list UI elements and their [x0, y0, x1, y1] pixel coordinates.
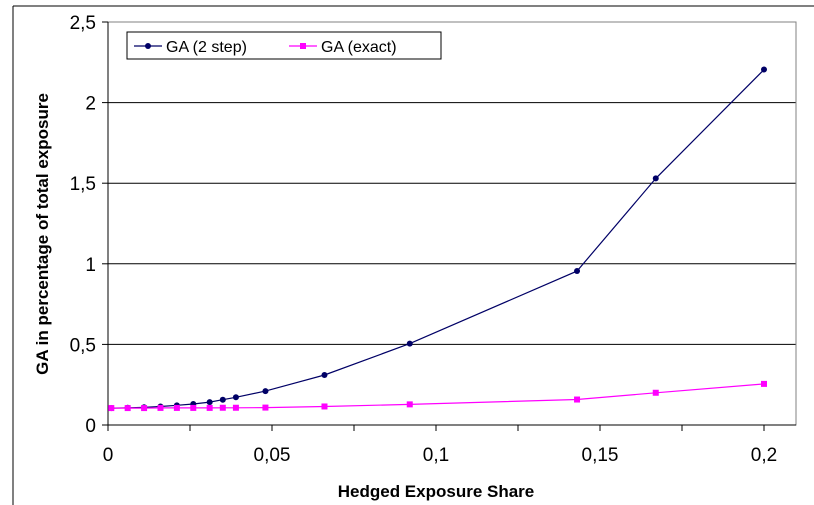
x-tick-label: 0,15 — [582, 445, 619, 466]
x-tick-label: 0 — [103, 445, 114, 466]
series-line — [111, 69, 765, 409]
data-point — [232, 404, 239, 411]
x-tick-label: 0,05 — [254, 445, 291, 466]
legend-marker — [145, 43, 151, 49]
y-axis-title: GA in percentage of total exposure — [33, 93, 52, 375]
data-point — [574, 396, 581, 403]
y-tick-label: 1 — [85, 255, 96, 276]
legend-entry-ga-exact: GA (exact) — [289, 39, 397, 56]
data-point — [652, 175, 659, 182]
data-point — [761, 380, 767, 387]
y-tick-label: 0 — [85, 416, 96, 437]
data-point — [232, 394, 239, 401]
data-point — [652, 389, 659, 396]
y-tick-label: 0,5 — [70, 335, 96, 356]
y-axis-ticks: 0 0,5 1 1,5 2 2,5 — [70, 13, 108, 437]
data-point — [321, 403, 328, 410]
data-point — [108, 405, 115, 412]
x-tick-label: 0,1 — [423, 445, 449, 466]
legend-label: GA (2 step) — [166, 39, 247, 56]
y-tick-label: 1,5 — [70, 174, 96, 195]
legend-label: GA (exact) — [321, 39, 397, 56]
horizontal-gridlines — [108, 21, 796, 345]
data-point — [219, 396, 226, 403]
data-point — [321, 372, 328, 379]
data-point — [206, 399, 213, 406]
series-ga-2-step — [108, 66, 767, 412]
legend-entry-ga-2-step: GA (2 step) — [134, 39, 247, 56]
data-point — [219, 404, 226, 411]
y-tick-label: 2,5 — [70, 13, 96, 34]
data-point — [141, 405, 148, 412]
data-point — [206, 404, 213, 411]
data-point — [406, 340, 413, 347]
plot-area — [107, 21, 797, 426]
legend-marker — [300, 43, 306, 49]
data-point — [406, 401, 413, 408]
x-axis-title: Hedged Exposure Share — [338, 482, 535, 501]
x-tick-label: 0,2 — [751, 445, 777, 466]
data-point — [173, 404, 180, 411]
y-tick-label: 2 — [85, 94, 96, 115]
legend-box — [126, 31, 442, 60]
data-point — [574, 268, 581, 275]
axes — [103, 22, 796, 430]
data-point — [262, 388, 269, 395]
data-point — [262, 404, 269, 411]
data-point — [124, 405, 131, 412]
data-point — [761, 66, 767, 73]
data-point — [190, 404, 197, 411]
series-layer — [108, 66, 767, 412]
x-axis-ticks: 0 0,05 0,1 0,15 0,2 — [103, 425, 777, 466]
data-point — [157, 404, 164, 411]
series-ga-exact — [108, 380, 767, 412]
legend: GA (2 step) GA (exact) — [126, 31, 442, 60]
